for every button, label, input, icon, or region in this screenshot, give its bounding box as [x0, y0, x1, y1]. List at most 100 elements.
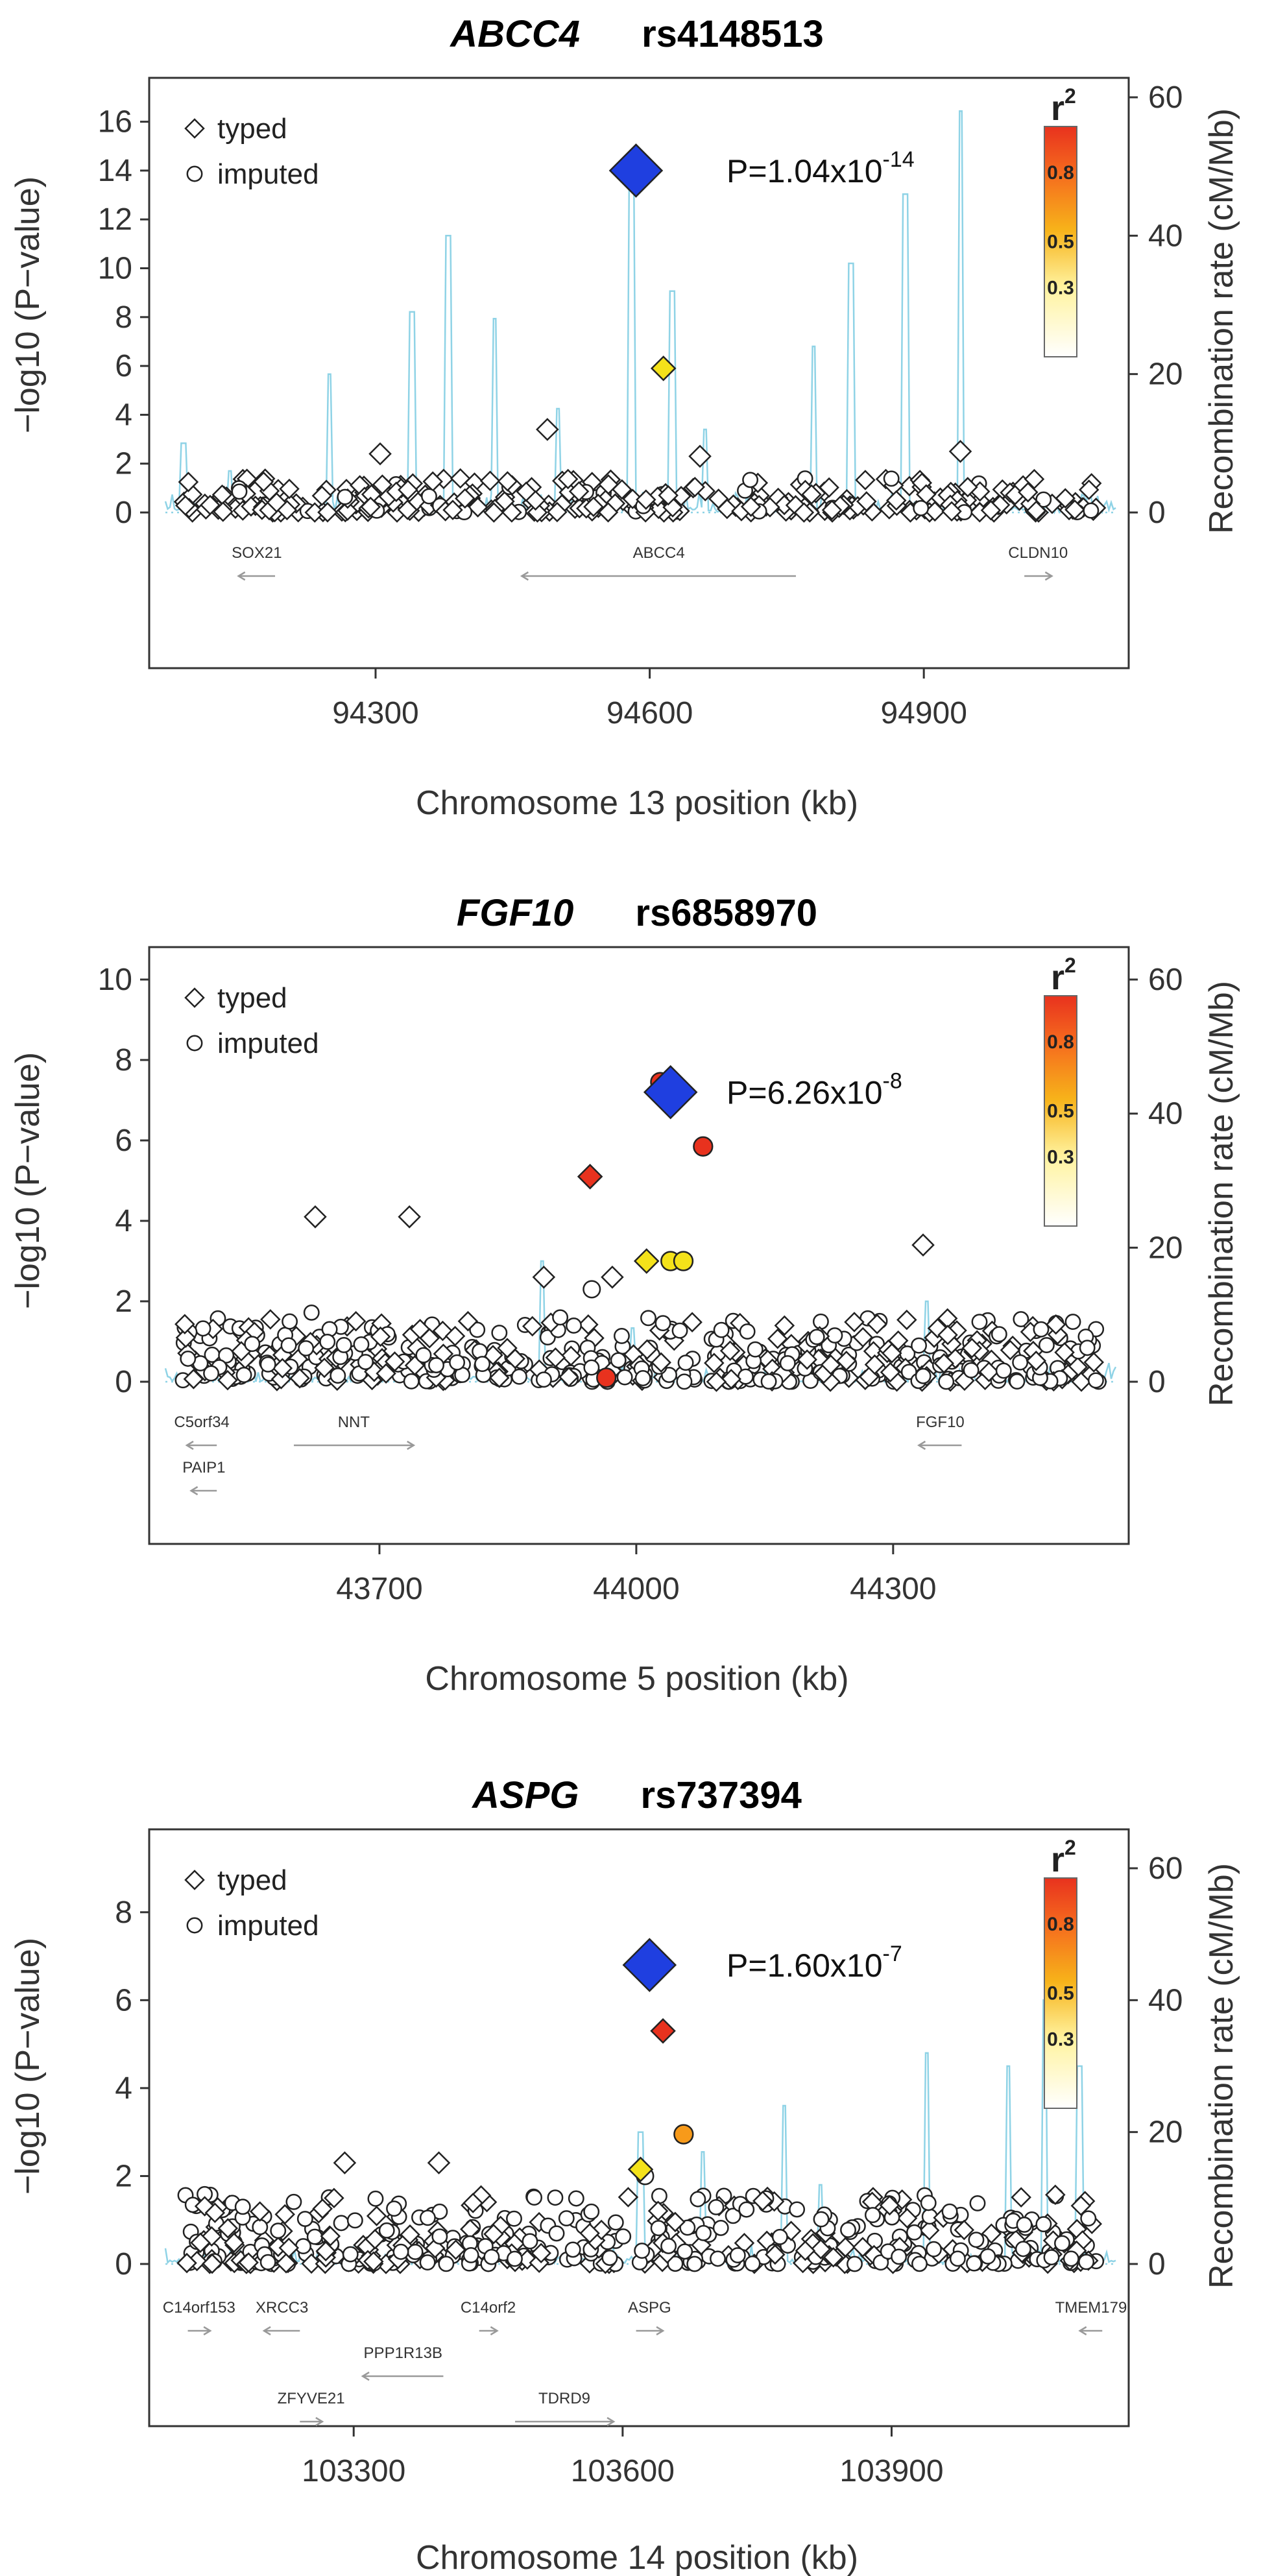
snp-marker	[1054, 1342, 1075, 1363]
snp-marker	[688, 444, 712, 468]
pvalue-annotation: P=1.60x10-7	[727, 1942, 902, 1984]
snp-marker	[463, 2246, 479, 2263]
snp-marker	[583, 1359, 600, 1376]
snp-marker	[285, 2193, 302, 2210]
snp-marker	[665, 2211, 686, 2233]
gene-label: CLDN10	[1008, 544, 1068, 562]
gene-arrow-head	[185, 1440, 194, 1451]
snp-marker	[304, 1205, 327, 1229]
snp-marker	[568, 2190, 584, 2207]
snp-marker	[183, 1369, 204, 1390]
snp-marker	[742, 472, 759, 488]
gene-label: FGF10	[916, 1414, 965, 1431]
gene-arrow-head	[237, 571, 246, 581]
snp-marker	[995, 1362, 1012, 1379]
legend-imputed-label: imputed	[217, 1028, 319, 1059]
r2-title: r2	[1051, 84, 1076, 128]
x-axis-label: Chromosome 13 position (kb)	[416, 784, 858, 822]
gene-arrow-head	[520, 571, 529, 581]
snp-marker	[333, 2215, 350, 2232]
legend-typed-symbol	[184, 987, 205, 1008]
y2-tick-label: 60	[1148, 963, 1183, 997]
snp-marker	[690, 2191, 706, 2208]
pvalue-prefix: P=	[727, 1947, 767, 1984]
snp-marker	[392, 2243, 409, 2260]
snp-marker	[217, 1369, 238, 1391]
y-axis-right: 0 20 40 60 Recombination rate (cM/Mb)	[1129, 80, 1240, 534]
snp-marker	[826, 1327, 843, 1344]
snp-marker	[948, 440, 972, 463]
snp-marker	[820, 1354, 841, 1375]
snp-marker	[463, 2193, 483, 2213]
snp-marker	[200, 494, 221, 516]
snp-marker	[676, 1373, 693, 1390]
snp-marker	[793, 502, 815, 523]
snp-marker	[525, 490, 546, 511]
snp-marker	[836, 1351, 857, 1371]
snp-marker	[906, 2224, 922, 2241]
r2-colorbar	[1044, 126, 1077, 357]
snp-marker	[224, 2232, 245, 2254]
snp-marker	[808, 1329, 825, 1345]
r2-title-r: r	[1051, 89, 1064, 128]
panel-title: FGF10 rs6858970	[457, 892, 817, 934]
y2-tick-label: 40	[1148, 219, 1183, 253]
gene-label: C5orf34	[174, 1414, 229, 1431]
gene-arrow-head	[490, 2326, 499, 2336]
r2-title-r: r	[1051, 958, 1064, 997]
snp-marker	[598, 474, 619, 495]
pvalue-annotation: P=6.26x10-8	[727, 1069, 902, 1111]
pvalue-times: x10	[830, 1947, 883, 1984]
pvalue-annotation: P=1.04x10-14	[727, 147, 915, 189]
snp-marker	[679, 2219, 696, 2236]
snp-marker	[765, 2244, 786, 2265]
r2-tick-label: 0.3	[1047, 1147, 1074, 1168]
lead-snp-marker	[643, 1065, 698, 1120]
snp-marker	[583, 2203, 600, 2220]
x-tick-label: 44000	[593, 1572, 679, 1606]
r2-title: r2	[1051, 1836, 1076, 1879]
snp-marker	[915, 1367, 931, 1384]
snp-marker	[507, 2250, 523, 2267]
snp-marker	[545, 1347, 566, 1368]
snp-marker	[501, 502, 522, 523]
highlighted-snp	[650, 2018, 676, 2044]
snp-marker	[677, 1354, 694, 1371]
snp-marker	[1011, 2187, 1031, 2208]
snp-marker	[610, 1352, 627, 1369]
snp-marker	[920, 2195, 937, 2211]
snp-marker	[1026, 500, 1047, 522]
snp-marker	[966, 2255, 982, 2272]
snp-marker	[789, 2201, 806, 2218]
snp-marker	[259, 2254, 276, 2270]
snp-marker	[378, 2222, 395, 2239]
gene-arrow-head	[1078, 2326, 1087, 2336]
snp-marker	[821, 500, 843, 520]
snp-marker	[409, 1319, 431, 1340]
r2-tick-label: 0.5	[1047, 1101, 1074, 1122]
gene-label: C14orf153	[163, 2299, 235, 2317]
snp-marker	[991, 1326, 1007, 1343]
snp-marker	[1012, 1354, 1029, 1371]
x-tick-label: 43700	[336, 1572, 422, 1606]
snp-marker	[548, 2225, 565, 2242]
snp-marker	[1083, 502, 1100, 519]
snp-marker	[891, 2248, 907, 2265]
gene-label: PPP1R13B	[364, 2344, 442, 2362]
snp-marker	[1018, 482, 1039, 503]
snp-marker	[713, 1321, 730, 1338]
snp-marker	[511, 1368, 527, 1385]
y2-tick-label: 20	[1148, 2115, 1183, 2150]
snp-marker	[312, 2198, 333, 2219]
snp-marker	[522, 1316, 543, 1337]
snp-marker	[366, 2206, 387, 2226]
snp-marker	[526, 2189, 543, 2206]
r2-tick-label: 0.8	[1047, 1031, 1074, 1053]
snp-marker	[941, 2203, 958, 2220]
snp-marker	[887, 1330, 909, 1351]
snp-marker	[438, 2256, 455, 2272]
snp-marker	[1078, 2254, 1095, 2270]
gene-label: PAIP1	[182, 1459, 225, 1476]
y-axis-label: −log10 (P−value)	[9, 1052, 47, 1309]
